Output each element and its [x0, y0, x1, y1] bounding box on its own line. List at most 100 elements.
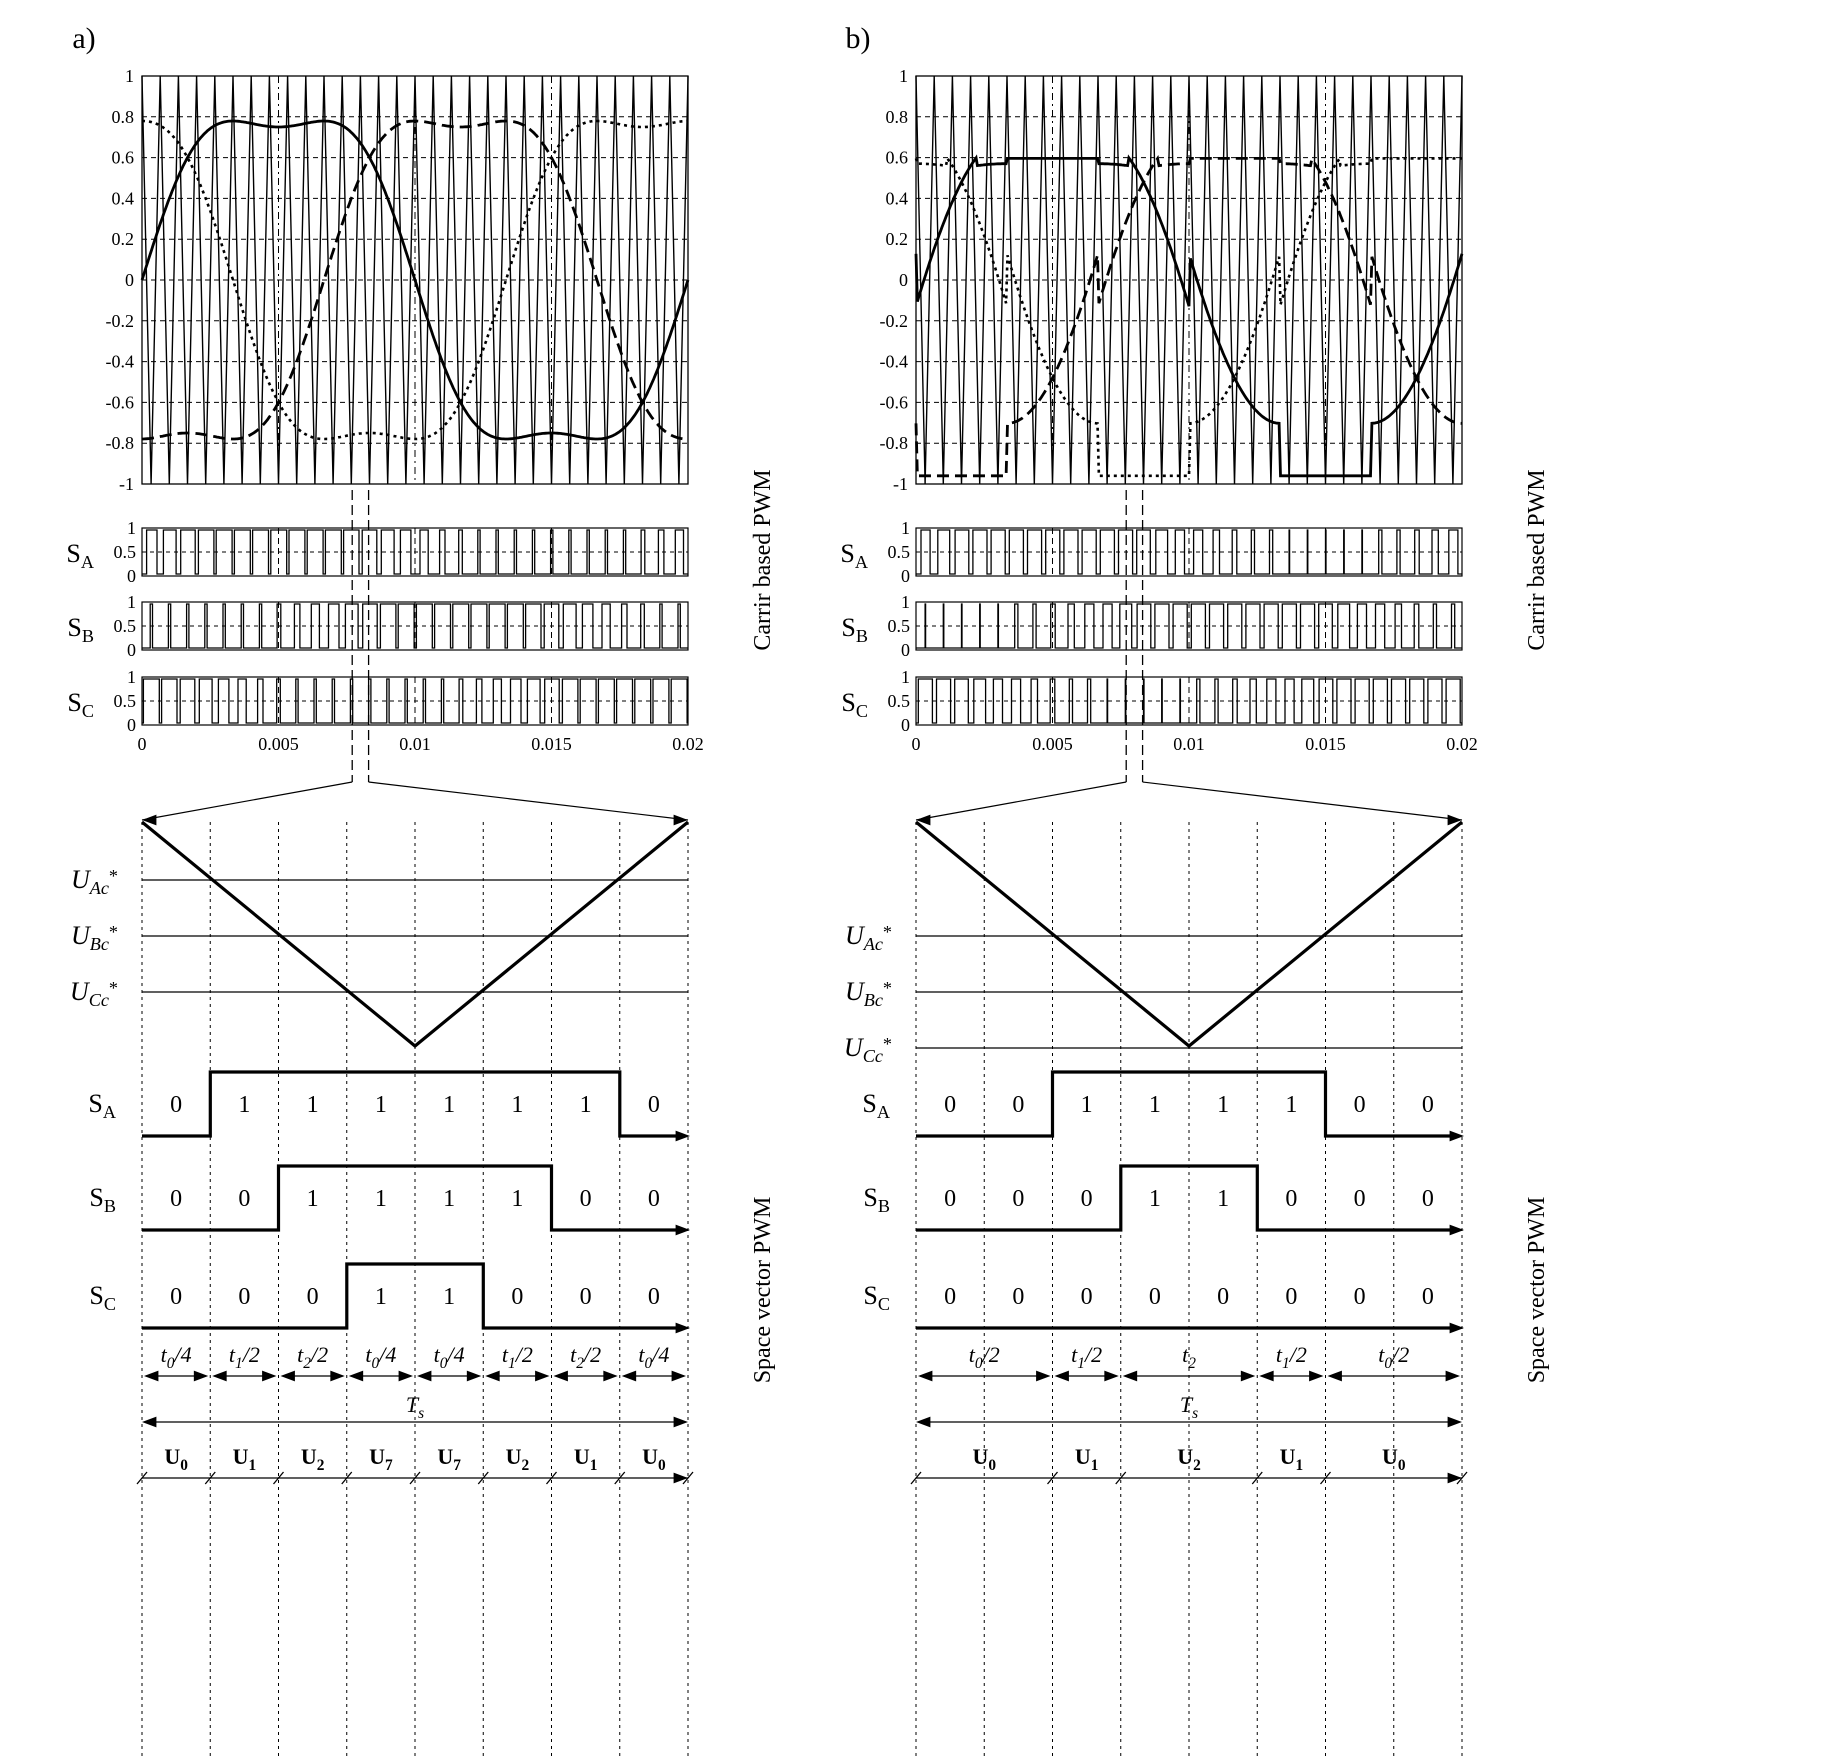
label-subscript: 1 [1295, 1457, 1303, 1474]
label-main: t [434, 1342, 441, 1367]
carrier-triangle [141, 75, 689, 485]
switching-pulses [916, 678, 1462, 724]
label-subscript: 0 [1398, 1457, 1406, 1474]
duration-arrow-head [262, 1370, 277, 1382]
switch-row-a: SA 0 0 1 1 1 1 0 0 [862, 1070, 1464, 1142]
strip-signal-label: SC [67, 688, 94, 721]
label-main: t [969, 1342, 976, 1367]
label-superscript: * [109, 922, 118, 942]
label-main: t [1378, 1342, 1385, 1367]
strip-tick-label: 1 [901, 592, 910, 612]
y-tick-label: -1 [119, 474, 134, 494]
switch-waveform [142, 1164, 684, 1232]
y-tick-label: 0.4 [886, 188, 909, 208]
x-tick-label: 0 [912, 734, 921, 754]
reference-phase-b [914, 154, 1463, 478]
duration-arrow-head [398, 1370, 413, 1382]
duration-arrow-head [1327, 1370, 1342, 1382]
strip-tick-label: 1 [127, 667, 136, 687]
strip-signal-label: SA [66, 539, 94, 572]
label-subscript: s [1192, 1405, 1198, 1422]
label-subscript: 7 [385, 1457, 393, 1474]
carrier-plot: 1 0.8 0.6 0.4 0.2 0 -0.2 -0.4 -0.6 -0.8 -1 [106, 66, 690, 494]
strip-tick-label: 0 [901, 566, 910, 586]
vector-axis-arrow [1447, 1472, 1462, 1484]
label-tail: /2 [582, 1342, 601, 1367]
period-label: Ts [406, 1392, 424, 1422]
switch-waveform [142, 1070, 684, 1138]
voltage-vector-label: U1 [1280, 1444, 1304, 1474]
zoom-arrow-left [916, 814, 931, 826]
label-superscript: * [883, 978, 892, 998]
duration-arrow-head [417, 1370, 432, 1382]
switch-row-label: SC [863, 1281, 890, 1314]
label-subscript: Cc [89, 990, 109, 1010]
vector-tick [409, 1471, 421, 1485]
period-label: Ts [1180, 1392, 1198, 1422]
bit-value: 0 [1422, 1186, 1434, 1212]
switch-row-label: SC [89, 1281, 116, 1314]
bit-value: 1 [238, 1092, 250, 1118]
duration-arrow-head [553, 1370, 568, 1382]
label-subscript: Ac [89, 878, 109, 898]
bit-value: 0 [238, 1284, 250, 1310]
switch-row-label: SA [88, 1089, 116, 1122]
label-subscript: 2 [303, 1355, 311, 1372]
zoom-line-right [368, 781, 689, 821]
duration-arrow-head [535, 1370, 550, 1382]
label-main: S [841, 613, 855, 642]
reference-label: UCc* [70, 977, 118, 1010]
label-subscript: C [104, 1294, 116, 1314]
label-tail: /4 [172, 1342, 191, 1367]
bit-value: 1 [307, 1186, 319, 1212]
duration-label: t2/2 [570, 1342, 601, 1372]
bit-value: 0 [648, 1186, 660, 1212]
vector-tick [1047, 1471, 1058, 1485]
bit-value: 0 [170, 1092, 182, 1118]
strip-tick-label: 0 [127, 715, 136, 735]
label-subscript: 0 [180, 1457, 188, 1474]
switching-pulses [916, 603, 1462, 649]
label-subscript: 1 [235, 1355, 243, 1372]
label-subscript: 1 [590, 1457, 598, 1474]
label-main: U [301, 1444, 317, 1469]
duration-arrow-head [621, 1370, 637, 1382]
bit-value: 0 [170, 1186, 182, 1212]
label-main: U [164, 1444, 180, 1469]
label-main: U [642, 1444, 658, 1469]
duration-arrow-head [1445, 1370, 1460, 1382]
duration-arrow-head [485, 1370, 500, 1382]
bit-value: 1 [1285, 1092, 1297, 1118]
zoom-arrow-right [673, 814, 688, 826]
y-tick-label: -1 [893, 474, 908, 494]
strip-tick-label: 1 [127, 518, 136, 538]
strip-tick-label: 1 [901, 667, 910, 687]
bit-value: 0 [170, 1284, 182, 1310]
duration-arrow-head [918, 1370, 933, 1382]
vector-tick [614, 1471, 626, 1485]
reference-phase-a [140, 119, 690, 441]
switch-row-label: SB [863, 1183, 890, 1216]
label-subscript: 0 [440, 1355, 448, 1372]
panel-label: b) [846, 22, 871, 55]
label-main: S [67, 613, 81, 642]
label-subscript: 2 [576, 1355, 584, 1372]
switch-waveform [142, 1262, 684, 1330]
switch-state-a: 1 0.5 0 SA [840, 518, 1463, 586]
label-subscript: C [82, 701, 94, 721]
panel-a-carrier-vs-space-vector: a) 10.80.60.40.20-0.2-0.4-0.6-0.8-1 1 0.5 0 S… [66, 22, 776, 1758]
voltage-vector-label: U0 [1382, 1444, 1406, 1474]
bit-value: 1 [511, 1092, 523, 1118]
label-subscript: A [855, 552, 868, 572]
label-main: t [1071, 1342, 1078, 1367]
bit-value: 1 [1217, 1186, 1229, 1212]
label-main: U [71, 921, 92, 950]
label-main: S [841, 688, 855, 717]
label-main: U [437, 1444, 453, 1469]
strip-tick-label: 0.5 [114, 691, 137, 711]
vector-tick [273, 1471, 284, 1485]
bit-value: 0 [1354, 1092, 1366, 1118]
panel-label: a) [72, 22, 95, 55]
duration-arrow-head [466, 1370, 482, 1382]
label-main: S [67, 688, 81, 717]
